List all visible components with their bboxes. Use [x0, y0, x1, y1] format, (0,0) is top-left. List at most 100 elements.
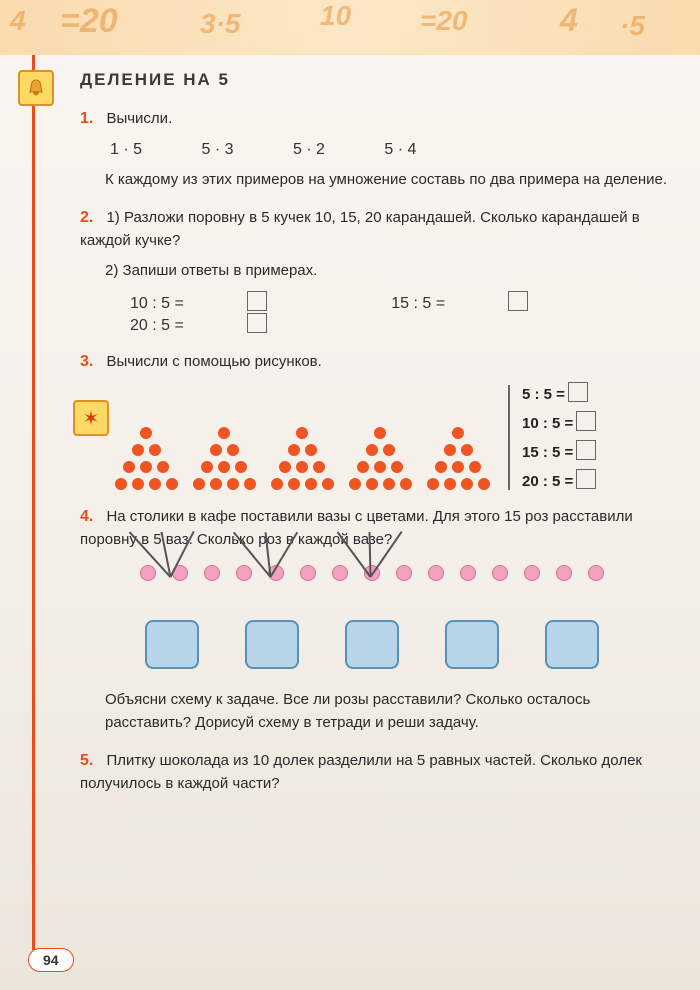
dot: [452, 427, 464, 439]
equation: 15 : 5 =: [391, 295, 445, 313]
problem-text: 1) Разложи поровну в 5 кучек 10, 15, 20 …: [80, 209, 640, 249]
dot: [444, 478, 456, 490]
dot: [149, 444, 161, 456]
dot: [461, 478, 473, 490]
dot: [374, 427, 386, 439]
rose-icon: [588, 565, 604, 581]
dot: [218, 461, 230, 473]
dot: [383, 444, 395, 456]
star-icon: ✶: [73, 400, 109, 436]
dot: [374, 461, 386, 473]
dot: [218, 427, 230, 439]
dot-row: [140, 427, 152, 439]
dot-row: [210, 444, 239, 456]
dot: [244, 478, 256, 490]
dot: [349, 478, 361, 490]
dot: [461, 444, 473, 456]
vase-diagram: [140, 565, 670, 675]
dot-row: [349, 478, 412, 490]
equation: 10 : 5 =: [522, 415, 573, 432]
dot: [227, 444, 239, 456]
dot-row: [366, 444, 395, 456]
rose-icon: [428, 565, 444, 581]
dot-row: [279, 461, 325, 473]
dot-row: [201, 461, 247, 473]
dot-row: [218, 427, 230, 439]
dot: [115, 478, 127, 490]
answer-box[interactable]: [568, 382, 588, 402]
problem-subtext: 2) Запиши ответы в примерах.: [105, 260, 670, 283]
rose-icon: [204, 565, 220, 581]
dot: [235, 461, 247, 473]
vase-icon: [145, 620, 199, 669]
dot: [157, 461, 169, 473]
rose-icon: [236, 565, 252, 581]
dot: [123, 461, 135, 473]
dot-row: [452, 427, 464, 439]
rose-icon: [460, 565, 476, 581]
problem-number: 5.: [80, 752, 102, 770]
rose-icon: [300, 565, 316, 581]
equation: 5 : 5 =: [522, 386, 565, 403]
problem-number: 4.: [80, 508, 102, 526]
vase-icon: [445, 620, 499, 669]
rose-icon: [556, 565, 572, 581]
problem-followup: Объясни схему к задаче. Все ли розы расс…: [105, 689, 670, 734]
dot-row: [132, 444, 161, 456]
equation: 20 : 5 =: [130, 317, 184, 335]
dot-row: [288, 444, 317, 456]
vase-icon: [345, 620, 399, 669]
dot-row: [435, 461, 481, 473]
dot-group: [188, 427, 260, 490]
equation: 10 : 5 =: [130, 295, 184, 313]
section-title: ДЕЛЕНИЕ НА 5: [80, 70, 670, 90]
answer-box[interactable]: [576, 411, 596, 431]
dot: [391, 461, 403, 473]
dot: [469, 461, 481, 473]
dot: [366, 478, 378, 490]
answer-box[interactable]: [247, 313, 267, 333]
dot-row: [374, 427, 386, 439]
answer-box[interactable]: [576, 469, 596, 489]
problem-1: 1. Вычисли. 1 · 5 5 · 3 5 · 2 5 · 4 К ка…: [80, 108, 670, 191]
rose-icon: [332, 565, 348, 581]
dot: [366, 444, 378, 456]
dot: [201, 461, 213, 473]
dot: [322, 478, 334, 490]
problem-text: Плитку шоколада из 10 долек разделили на…: [80, 752, 642, 792]
answer-box[interactable]: [576, 440, 596, 460]
dot: [444, 444, 456, 456]
dot: [313, 461, 325, 473]
dot: [193, 478, 205, 490]
equation: 20 : 5 =: [522, 473, 573, 490]
dot: [227, 478, 239, 490]
spine-rule: [32, 55, 35, 950]
header-pattern: 4 =20 3·5 10 =20 4 ·5: [0, 0, 700, 55]
expression-row: 1 · 5 5 · 3 5 · 2 5 · 4: [110, 141, 670, 159]
dot: [400, 478, 412, 490]
answer-box[interactable]: [508, 291, 528, 311]
dot-row: [115, 478, 178, 490]
dot: [210, 444, 222, 456]
problem-label: Вычисли.: [106, 110, 172, 127]
answer-box[interactable]: [247, 291, 267, 311]
dot-row: [193, 478, 256, 490]
dot: [305, 444, 317, 456]
dot: [357, 461, 369, 473]
problem-label: Вычисли с помощью рисунков.: [106, 353, 321, 370]
problem-2: 2. 1) Разложи поровну в 5 кучек 10, 15, …: [80, 207, 670, 335]
problem-number: 2.: [80, 209, 102, 227]
equation-column: 5 : 5 =10 : 5 =15 : 5 =20 : 5 =: [508, 385, 596, 490]
dot: [166, 478, 178, 490]
problem-number: 3.: [80, 353, 102, 371]
page-number: 94: [28, 948, 74, 972]
vase-icon: [545, 620, 599, 669]
dot: [288, 478, 300, 490]
equation-row: 10 : 5 = 15 : 5 = 20 : 5 =: [130, 291, 670, 335]
dot: [210, 478, 222, 490]
dot: [132, 478, 144, 490]
bell-icon: [18, 70, 54, 106]
dot: [296, 427, 308, 439]
dot-row: [357, 461, 403, 473]
problem-3: 3. Вычисли с помощью рисунков. 5 : 5 = 10…: [80, 351, 670, 491]
